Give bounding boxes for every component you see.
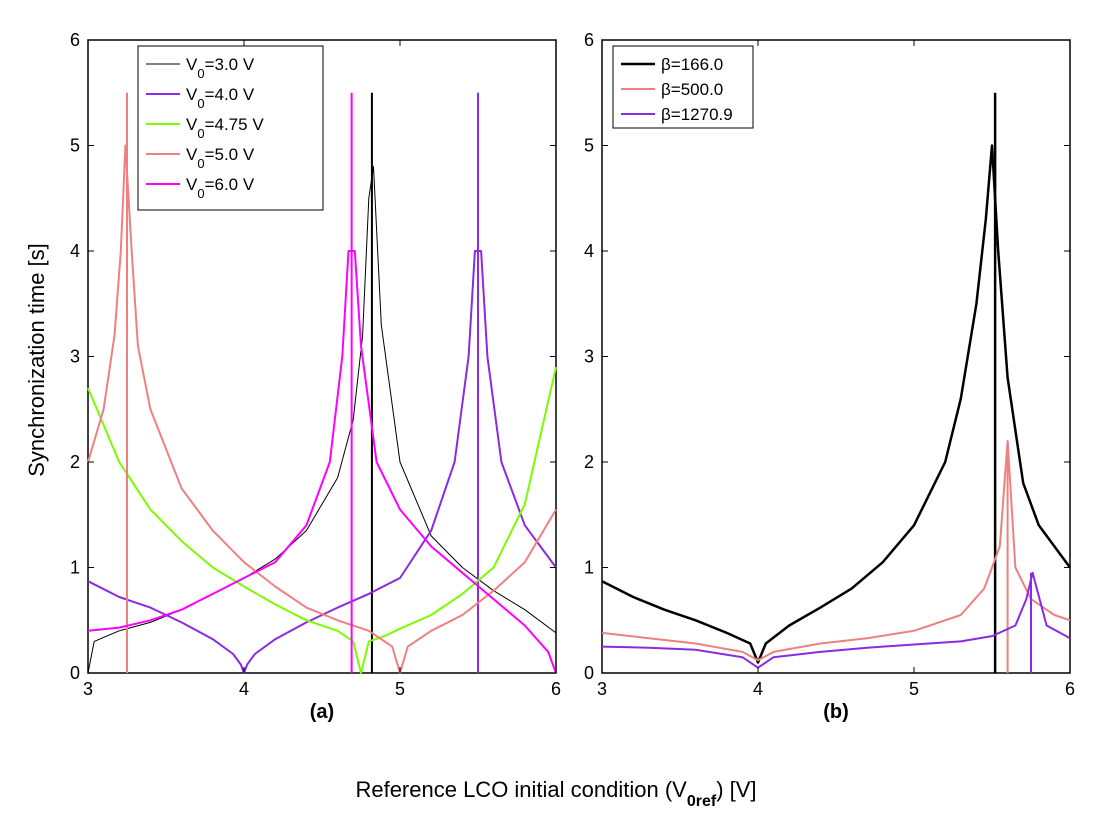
y-tick-label: 1 [584, 558, 594, 578]
panel-a-legend: V0=3.0 V V0=4.0 V V0=4.75 V V0=5.0 V V0=6.0 … [137, 45, 324, 211]
x-tick-label: 3 [83, 679, 93, 699]
y-tick-label: 2 [584, 452, 594, 472]
y-tick-label: 5 [584, 136, 594, 156]
series-line-5 [87, 250, 557, 674]
panel-a-ticks: 3 4 5 6 0 1 2 3 4 5 6 [70, 30, 561, 699]
y-tick-label: 4 [70, 241, 80, 261]
series-line-2 [601, 439, 1071, 662]
legend-entry: V0=3.0 V [186, 55, 255, 81]
panel-b-frame [601, 39, 1071, 674]
y-tick-label: 0 [70, 663, 80, 683]
x-axis-label-main: Reference LCO initial condition (V [355, 777, 687, 802]
panel-b-legend: β=166.0 β=500.0 β=1270.9 [612, 45, 754, 129]
x-tick-label: 6 [551, 679, 561, 699]
x-axis-label-sub: 0ref [687, 793, 717, 810]
x-tick-label: 5 [909, 679, 919, 699]
legend-entry: β=166.0 [661, 55, 723, 74]
y-axis-label: Synchronization time [s] [24, 243, 49, 477]
series-line-1 [87, 166, 557, 674]
legend-entry: β=500.0 [661, 80, 723, 99]
x-tick-label: 3 [597, 679, 607, 699]
series-line-1 [601, 144, 1072, 664]
y-tick-label: 6 [584, 30, 594, 50]
series-line-3 [87, 366, 557, 674]
y-tick-label: 4 [584, 241, 594, 261]
panel-b-curves [601, 92, 1072, 673]
y-tick-label: 0 [584, 663, 594, 683]
series-line-4 [87, 144, 557, 674]
x-tick-label: 6 [1065, 679, 1075, 699]
panel-b-label: (b) [823, 701, 849, 723]
legend-entry: β=1270.9 [661, 105, 733, 124]
panel-b: 3 4 5 6 0 1 2 3 4 5 6 β=166.0 β=500.0 β=1270.9 (b) [584, 30, 1075, 723]
series-line-3 [601, 571, 1071, 669]
legend-entry: V0=5.0 V [186, 145, 255, 171]
x-tick-label: 4 [239, 679, 249, 699]
legend-box [137, 45, 324, 211]
panel-a-curves [87, 92, 557, 674]
panel-a-label: (a) [310, 701, 334, 723]
x-axis-label-tail: ) [V] [716, 777, 756, 802]
x-axis-label: Reference LCO initial condition (V0ref) … [355, 777, 756, 810]
y-tick-label: 3 [584, 347, 594, 367]
y-tick-label: 5 [70, 136, 80, 156]
legend-entry: V0=4.0 V [186, 85, 255, 111]
y-tick-label: 1 [70, 558, 80, 578]
y-tick-label: 6 [70, 30, 80, 50]
y-tick-label: 3 [70, 347, 80, 367]
x-tick-label: 4 [753, 679, 763, 699]
legend-entry: V0=6.0 V [186, 175, 255, 201]
panel-b-ticks: 3 4 5 6 0 1 2 3 4 5 6 [584, 30, 1075, 699]
legend-entry: V0=4.75 V [186, 115, 264, 141]
x-tick-label: 5 [395, 679, 405, 699]
y-tick-label: 2 [70, 452, 80, 472]
